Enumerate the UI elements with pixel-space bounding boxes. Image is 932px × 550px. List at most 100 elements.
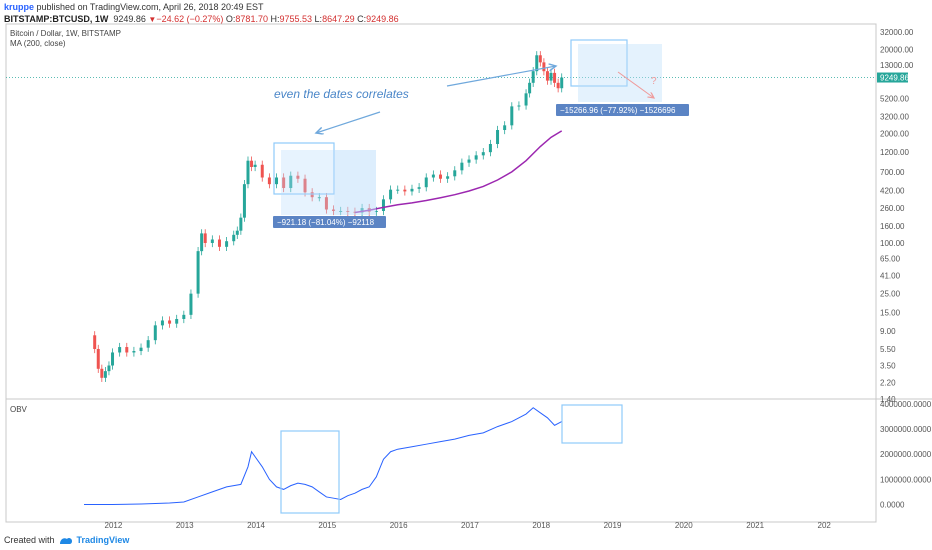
arrow-to-2018: [446, 66, 556, 87]
close-value: 9249.86: [366, 14, 399, 24]
price-tick-label: 9.00: [880, 327, 896, 336]
candle-body: [267, 177, 271, 185]
x-tick-label: 2018: [532, 521, 550, 530]
obv-tick-label: 0.0000: [880, 500, 905, 509]
created-with-label: Created with: [4, 535, 55, 545]
tradingview-brand[interactable]: TradingView: [76, 535, 130, 545]
note-text: even the dates correlates: [274, 87, 409, 101]
obv-line: [84, 407, 562, 505]
candle-body: [510, 106, 514, 126]
candle-body: [203, 233, 207, 243]
low-label: L:: [314, 14, 323, 24]
obv-highlight-2018: [561, 404, 623, 444]
price-tick-label: 5200.00: [880, 95, 909, 104]
measure-label-2018: −15266.96 (−77.92%) −1526696: [560, 106, 676, 115]
candle-body: [446, 176, 450, 179]
obv-tick-label: 4000000.0000: [880, 400, 932, 409]
x-tick-label: 2020: [675, 521, 693, 530]
candle-body: [310, 192, 314, 198]
price-tick-label: 13000.00: [880, 61, 914, 70]
candle-body: [182, 314, 186, 319]
candle-body: [542, 62, 546, 72]
projection-arrow: [617, 71, 654, 98]
candle-body: [139, 347, 143, 352]
candle-body: [282, 177, 286, 189]
candle-body: [424, 177, 428, 188]
candle-body: [545, 71, 549, 81]
symbol-line: BITSTAMP:BTCUSD, 1W 9249.86 ▼−24.62 (−0.…: [4, 14, 399, 24]
candle-body: [210, 239, 214, 243]
candle-body: [153, 325, 157, 341]
candle-body: [431, 174, 435, 178]
price-tick-label: 3.50: [880, 362, 896, 371]
candle-body: [275, 177, 279, 185]
candle-body: [503, 125, 507, 131]
candle-body: [250, 160, 254, 167]
obv-tick-label: 2000000.0000: [880, 450, 932, 459]
price-change: −24.62 (−0.27%): [156, 14, 224, 24]
published-text: published on TradingView.com, April 26, …: [36, 2, 264, 12]
candle-body: [103, 371, 107, 378]
candle-body: [168, 320, 172, 324]
candle-body: [496, 130, 500, 145]
last-price-tag: [877, 72, 908, 83]
last-price: 9249.86: [113, 14, 146, 24]
price-tick-label: 5.50: [880, 345, 896, 354]
candle-body: [556, 82, 560, 89]
candle-body: [242, 184, 246, 218]
candle-body: [481, 152, 485, 156]
candle-body: [260, 164, 264, 178]
candle-body: [217, 239, 221, 247]
price-tick-label: 700.00: [880, 168, 905, 177]
candle-body: [232, 234, 236, 242]
candle-body: [246, 160, 250, 185]
down-arrow-icon: ▼: [148, 15, 157, 24]
price-tick-label: 20000.00: [880, 45, 914, 54]
candle-body: [289, 175, 293, 189]
tradingview-logo-icon: [59, 537, 72, 544]
candle-body: [118, 347, 122, 353]
candle-body: [125, 347, 129, 353]
price-tick-label: 420.00: [880, 187, 905, 196]
last-price-tag-label: 9249.86: [880, 74, 909, 83]
price-tick-label: 1200.00: [880, 148, 909, 157]
candle-body: [146, 340, 150, 348]
candle-body: [132, 351, 136, 353]
price-tick-label: 2.20: [880, 378, 896, 387]
price-tick-label: 100.00: [880, 239, 905, 248]
candle-body: [467, 159, 471, 163]
candle-body: [296, 175, 300, 179]
measure-tag-2018: [556, 104, 689, 116]
candle-body: [553, 72, 557, 83]
x-tick-label: 202: [818, 521, 832, 530]
candle-body: [474, 155, 478, 160]
candle-body: [225, 241, 229, 247]
chart-title: Bitcoin / Dollar, 1W, BITSTAMP: [10, 29, 121, 38]
price-tick-label: 32000.00: [880, 28, 914, 37]
candle-body: [381, 199, 385, 211]
obv-title: OBV: [10, 405, 28, 414]
candle-body: [560, 77, 564, 89]
low-value: 8647.29: [322, 14, 355, 24]
price-tick-label: 3200.00: [880, 112, 909, 121]
candle-body: [417, 187, 421, 189]
candle-body: [410, 188, 414, 192]
close-label: C:: [357, 14, 367, 24]
x-tick-label: 2014: [247, 521, 265, 530]
measure-label-2014: −921.18 (−81.04%) −92118: [277, 218, 375, 227]
candle-body: [538, 55, 542, 63]
price-tick-label: 2000.00: [880, 129, 909, 138]
price-tick-label: 160.00: [880, 222, 905, 231]
candle-body: [235, 230, 239, 235]
ma-legend: MA (200, close): [10, 39, 66, 48]
candle-body: [460, 162, 464, 171]
price-tick-label: 260.00: [880, 204, 905, 213]
candle-body: [531, 71, 535, 83]
candle-body: [517, 105, 521, 107]
symbol-label: BITSTAMP:BTCUSD, 1W: [4, 14, 109, 24]
candle-body: [253, 164, 257, 167]
candle-body: [96, 348, 100, 369]
candle-body: [200, 233, 204, 252]
author-link[interactable]: kruppe: [4, 2, 35, 12]
